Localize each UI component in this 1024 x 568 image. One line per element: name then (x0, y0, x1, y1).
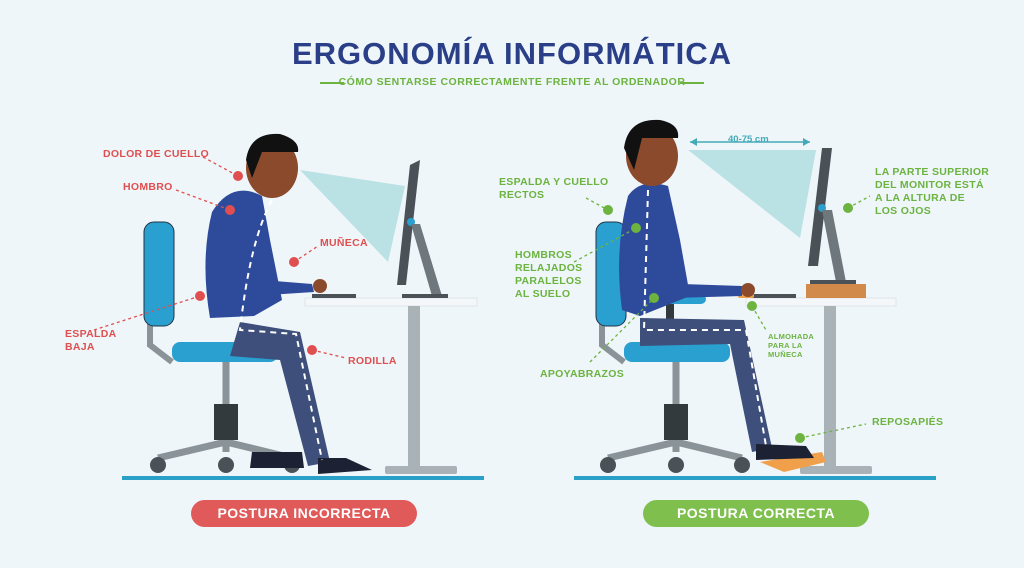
desk-foot-right (800, 466, 872, 474)
shoe-left (318, 458, 372, 474)
chair-wheel (150, 457, 166, 473)
monitor-arm-left (411, 224, 442, 296)
dot-monitor-top (843, 203, 853, 213)
dot-armrests (649, 293, 659, 303)
chair-gas-right (664, 404, 688, 440)
label-lower-back: ESPALDA BAJA (65, 328, 117, 353)
hair-left (246, 133, 299, 178)
shoe-left (250, 452, 304, 468)
desk-left (304, 297, 478, 307)
dot-wrist (289, 257, 299, 267)
subtitle-rule-left (320, 82, 344, 84)
shoe-right (756, 444, 814, 460)
chair-wheel (600, 457, 616, 473)
chair-wheel (218, 457, 234, 473)
chair-wheel (668, 457, 684, 473)
page-subtitle: CÓMO SENTARSE CORRECTAMENTE FRENTE AL OR… (338, 76, 686, 88)
floor-left (122, 476, 484, 480)
subtitle-rule-right (680, 82, 704, 84)
sight-cone-left (300, 170, 405, 262)
desk-right (745, 297, 897, 307)
monitor-base-right (810, 280, 856, 284)
arrow-head (803, 138, 810, 146)
label-shoulders: HOMBROS RELAJADOS PARALELOS AL SUELO (515, 249, 583, 300)
label-footrest: REPOSAPIÉS (872, 416, 944, 428)
desk-leg-right (824, 306, 836, 470)
desk-foot-left (385, 466, 457, 474)
dot-footrest (795, 433, 805, 443)
incorrect-scene (93, 133, 478, 474)
label-wrist: MUÑECA (320, 237, 368, 249)
badge-incorrect-posture: POSTURA INCORRECTA (191, 500, 417, 527)
sight-cone-right (688, 150, 816, 238)
arm-left (250, 236, 314, 296)
chair-wheel (734, 457, 750, 473)
dot-shoulder (225, 205, 235, 215)
correct-scene (573, 119, 897, 474)
label-neck-pain: DOLOR DE CUELLO (103, 148, 209, 160)
monitor-arm-right (822, 210, 846, 282)
hair-right (624, 119, 679, 170)
pants-left (230, 322, 330, 466)
label-armrests: APOYABRAZOS (540, 368, 625, 380)
label-shoulder: HOMBRO (123, 181, 173, 193)
floor-right (574, 476, 936, 480)
hand-right (741, 283, 755, 297)
posture-line-left (238, 199, 323, 461)
desk-leg-left (408, 306, 420, 470)
hand-left (313, 279, 327, 293)
dot-neck (233, 171, 243, 181)
callout-dots-left (195, 171, 317, 355)
label-wrist-pad: ALMOHADA PARA LA MUÑECA (768, 332, 815, 359)
label-distance: 40-75 cm (728, 134, 769, 145)
dot-knee (307, 345, 317, 355)
label-back-neck: ESPALDA Y CUELLO RECTOS (499, 176, 609, 201)
callouts-left (93, 156, 347, 359)
arrow-head (690, 138, 697, 146)
chair-back-left (143, 221, 175, 327)
monitor-riser (806, 284, 866, 298)
label-knee: RODILLA (348, 355, 397, 367)
keyboard-right (752, 294, 796, 298)
posture-line-right (642, 189, 767, 447)
chair-seat-right (624, 342, 730, 362)
dot-wrist-pad (747, 301, 757, 311)
page-title: ERGONOMÍA INFORMÁTICA (291, 36, 733, 71)
label-monitor-top: LA PARTE SUPERIOR DEL MONITOR ESTÁ A LA … (875, 166, 990, 217)
dot-lower-back (195, 291, 205, 301)
chair-gas-left (214, 404, 238, 440)
callout-dots-right (603, 203, 853, 443)
badge-correct-posture: POSTURA CORRECTA (643, 500, 869, 527)
monitor-base-left (402, 294, 448, 298)
arm-right (668, 220, 742, 298)
pants-right (640, 318, 772, 452)
keyboard-left (312, 294, 356, 298)
dot-back-neck (603, 205, 613, 215)
dot-shoulders (631, 223, 641, 233)
